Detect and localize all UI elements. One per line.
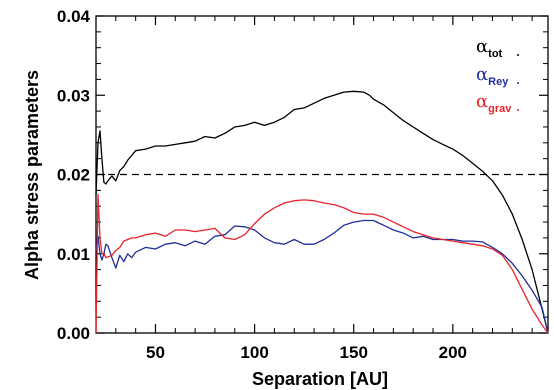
- x-tick-label: 100: [240, 343, 268, 362]
- y-tick-label: 0.00: [57, 324, 90, 343]
- x-tick-label: 150: [340, 343, 368, 362]
- y-tick-label: 0.04: [57, 7, 91, 26]
- legend-entry-Rey: αRey: [476, 64, 509, 88]
- series-line-tot: [95, 90, 549, 334]
- y-tick-label: 0.01: [57, 245, 90, 264]
- legend-subscript: tot: [488, 48, 502, 60]
- y-tick-label: 0.02: [57, 166, 90, 185]
- series-line-grav: [95, 193, 549, 334]
- y-axis-title: Alpha stress parameters: [22, 70, 42, 280]
- legend-marker: [517, 54, 519, 56]
- legend-entry-tot: αtot: [476, 36, 503, 60]
- series-line-Rey: [95, 219, 549, 334]
- legend-marker: [517, 82, 519, 84]
- legend-subscript: grav: [488, 103, 512, 115]
- legend-marker: [517, 109, 519, 111]
- x-tick-label: 200: [439, 343, 467, 362]
- x-axis-title: Separation [AU]: [252, 369, 388, 389]
- x-tick-label: 50: [146, 343, 165, 362]
- legend-entry-grav: αgrav: [476, 91, 512, 115]
- y-tick-label: 0.03: [57, 86, 90, 105]
- legend-subscript: Rey: [488, 76, 509, 88]
